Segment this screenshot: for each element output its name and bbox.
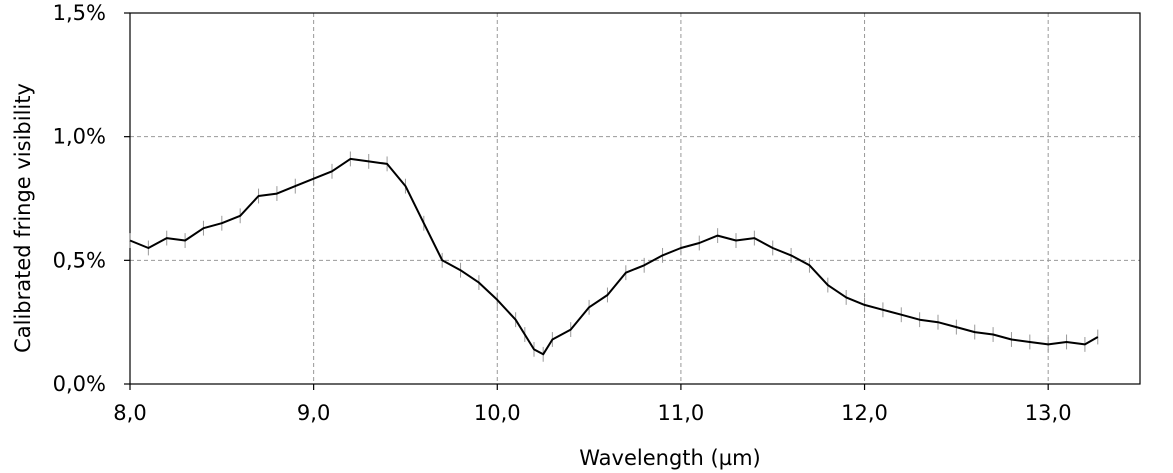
y-tick-label: 0,5% bbox=[53, 248, 106, 272]
x-tick-label: 8,0 bbox=[113, 401, 146, 425]
y-tick-marks bbox=[124, 12, 130, 385]
gridlines bbox=[130, 13, 1140, 384]
x-tick-label: 10,0 bbox=[474, 401, 521, 425]
x-tick-label: 13,0 bbox=[1025, 401, 1072, 425]
x-tick-marks bbox=[129, 384, 1049, 390]
error-bars bbox=[129, 151, 1099, 362]
y-tick-label: 0,0% bbox=[53, 372, 106, 396]
y-tick-label: 1,0% bbox=[53, 125, 106, 149]
y-axis-title: Calibrated fringe visibility bbox=[11, 83, 35, 353]
x-tick-label: 12,0 bbox=[841, 401, 888, 425]
x-tick-labels: 8,0 9,0 10,0 11,0 12,0 13,0 bbox=[113, 401, 1071, 425]
visibility-series-line bbox=[129, 157, 1099, 356]
y-tick-label: 1,5% bbox=[53, 1, 106, 25]
x-axis-title: Wavelength (µm) bbox=[579, 446, 760, 470]
y-tick-labels: 0,0% 0,5% 1,0% 1,5% bbox=[53, 1, 106, 396]
x-tick-label: 9,0 bbox=[297, 401, 330, 425]
plot-area-frame bbox=[129, 12, 1141, 385]
x-tick-label: 11,0 bbox=[658, 401, 705, 425]
